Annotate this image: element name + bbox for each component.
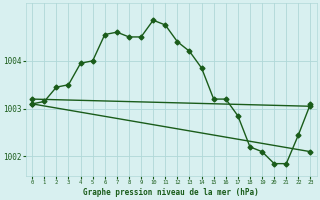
X-axis label: Graphe pression niveau de la mer (hPa): Graphe pression niveau de la mer (hPa) xyxy=(84,188,259,197)
